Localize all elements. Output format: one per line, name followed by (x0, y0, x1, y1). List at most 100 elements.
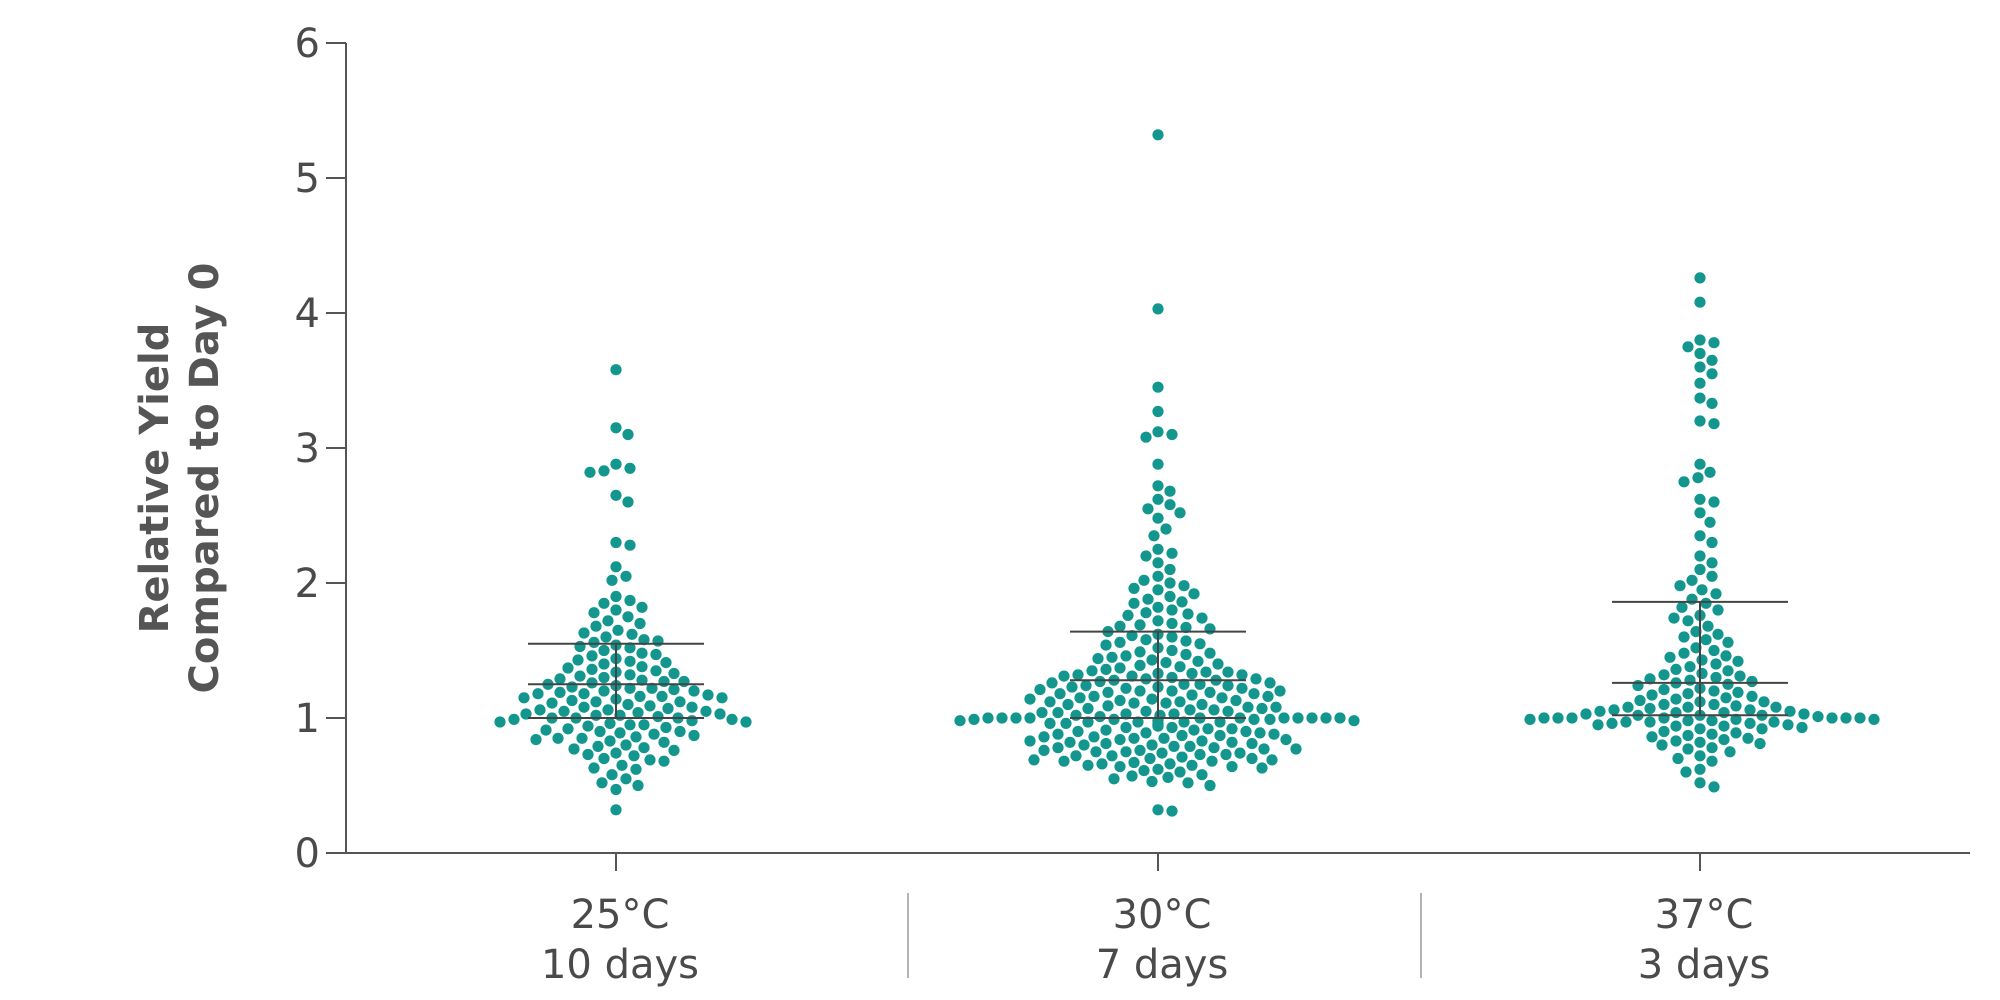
data-point (1732, 686, 1744, 699)
data-point (1066, 681, 1078, 693)
data-point (1132, 716, 1144, 728)
data-point (1754, 738, 1766, 750)
data-point (1700, 634, 1712, 646)
data-point (636, 647, 648, 659)
data-point (1186, 667, 1198, 680)
data-point (1120, 708, 1132, 720)
data-point (1744, 704, 1756, 716)
data-point (678, 675, 690, 688)
data-point (624, 655, 636, 667)
data-point (1072, 725, 1084, 738)
data-point (1036, 707, 1048, 719)
data-point (1706, 715, 1718, 727)
data-point (620, 739, 632, 751)
data-point (650, 648, 662, 661)
data-point (636, 661, 648, 673)
data-point (1730, 727, 1742, 739)
data-point (1744, 717, 1756, 730)
data-point (626, 628, 638, 640)
data-point (562, 662, 574, 674)
data-point (1108, 773, 1120, 785)
data-point (1594, 705, 1606, 717)
data-point (1054, 688, 1066, 700)
category-label: 25°C 10 days (541, 892, 699, 988)
data-point (1160, 697, 1172, 709)
data-point (1270, 701, 1282, 713)
data-point (1176, 729, 1188, 742)
data-point (574, 670, 586, 682)
data-point (1674, 580, 1686, 592)
category-label-line: 37°C (1655, 892, 1754, 938)
data-point (1694, 736, 1706, 748)
data-point (1262, 690, 1274, 703)
data-point (1220, 748, 1232, 761)
data-point (1678, 647, 1690, 659)
data-point (1152, 405, 1164, 418)
data-point (1756, 723, 1768, 735)
data-point (1214, 729, 1226, 742)
data-point (1718, 720, 1730, 732)
data-point (1676, 601, 1688, 613)
data-point (1694, 750, 1706, 762)
data-point (1682, 743, 1694, 755)
y-axis-title-lines: Relative Yield Compared to Day 0 (132, 263, 228, 694)
data-point (1266, 754, 1278, 766)
data-point (702, 689, 714, 701)
data-point (616, 759, 628, 771)
data-point (714, 708, 726, 720)
data-point (518, 692, 530, 704)
summary-lines (528, 600, 1788, 719)
data-point (1202, 723, 1214, 735)
data-point (1082, 716, 1094, 728)
data-point (668, 684, 680, 696)
data-point (1694, 507, 1706, 519)
data-point (1708, 496, 1720, 508)
data-point (652, 711, 664, 723)
data-point (1230, 694, 1242, 707)
data-point (598, 671, 610, 684)
data-point (1088, 690, 1100, 703)
data-point (1658, 669, 1670, 681)
data-point (1240, 725, 1252, 738)
data-point (1634, 694, 1646, 707)
data-point (1712, 628, 1724, 640)
data-point (602, 704, 614, 716)
data-point (1140, 607, 1152, 619)
data-point (1152, 512, 1164, 524)
data-point (1664, 651, 1676, 663)
data-point (610, 364, 622, 376)
data-point (1088, 731, 1100, 743)
data-point (1120, 721, 1132, 734)
data-point (520, 708, 532, 720)
data-point (1226, 761, 1238, 773)
data-point (1704, 466, 1716, 478)
data-point (660, 657, 672, 669)
data-point (1694, 377, 1706, 389)
data-point (1180, 648, 1192, 661)
data-point (662, 702, 674, 715)
data-point (1166, 685, 1178, 697)
data-point (1114, 734, 1126, 746)
data-point (624, 642, 636, 654)
data-point (1280, 734, 1292, 746)
data-point (1256, 702, 1268, 715)
data-point (1184, 740, 1196, 753)
data-point (1708, 698, 1720, 711)
data-point (1166, 428, 1178, 441)
data-point (1678, 476, 1690, 488)
data-point (1632, 680, 1644, 692)
data-point (1724, 746, 1736, 758)
data-point (1706, 557, 1718, 569)
data-point (1234, 747, 1246, 759)
data-point (1140, 673, 1152, 685)
data-point (1146, 775, 1158, 788)
data-point (1152, 584, 1164, 596)
data-point (1100, 639, 1112, 651)
data-point (1290, 743, 1302, 755)
data-point (1694, 777, 1706, 789)
data-point (1140, 431, 1152, 443)
data-point (1044, 717, 1056, 730)
data-point (630, 731, 642, 743)
data-point (1658, 698, 1670, 711)
data-point (1024, 693, 1036, 705)
